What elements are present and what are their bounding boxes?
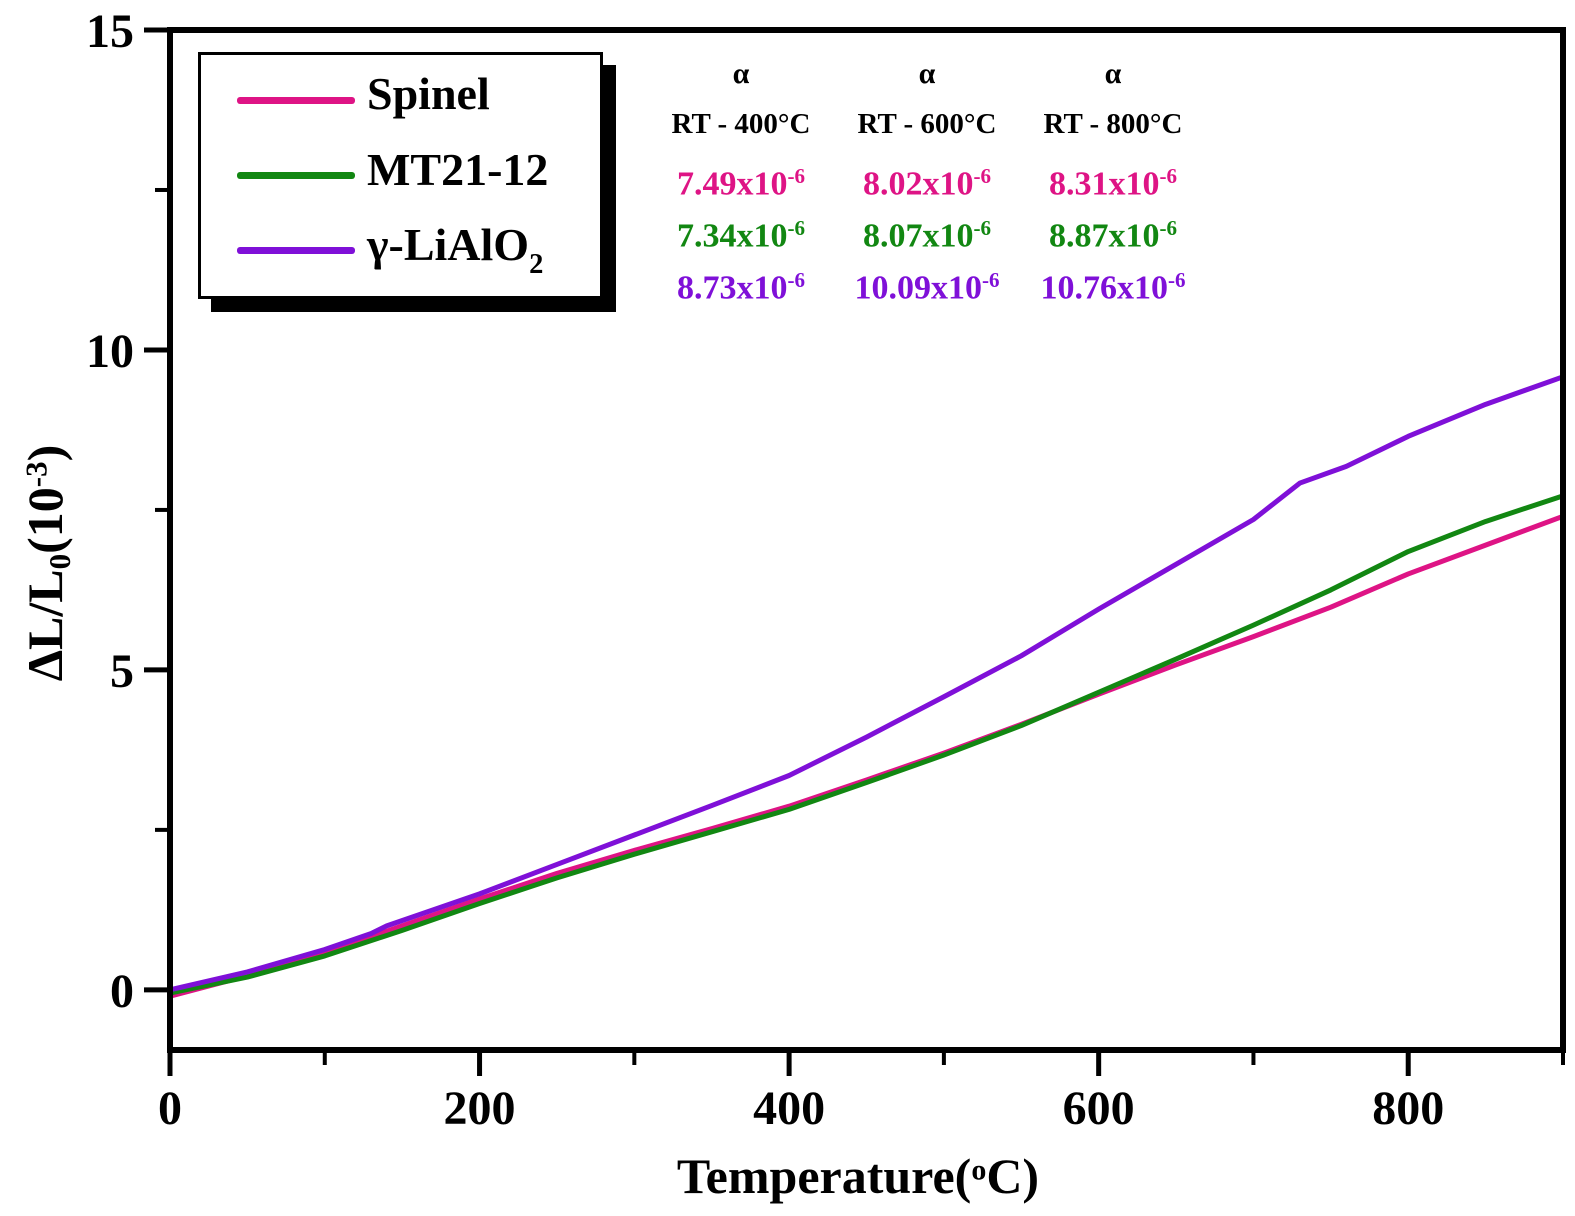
y-tick-label: 15 — [86, 5, 134, 58]
legend-item-mt21-12: MT21-12 — [237, 143, 600, 204]
y-axis-title-sup: -3 — [18, 461, 54, 488]
series-line-MT21-12 — [167, 493, 1566, 996]
x-axis-title: Temperature(oC) — [677, 1147, 1039, 1205]
alpha-value-lialo2-rt800: 10.76x10-6 — [1020, 254, 1206, 307]
alpha-value-lialo2-rt600: 10.09x10-6 — [834, 254, 1020, 307]
alpha-value-mantissa: 10.09x10 — [854, 269, 982, 307]
x-tick-label: 800 — [1372, 1082, 1444, 1135]
x-tick-label: 200 — [444, 1082, 516, 1135]
series-line-γ-LiAlO2 — [167, 374, 1566, 993]
alpha-value-exponent: -6 — [787, 216, 806, 240]
alpha-range-header-rt400: RT - 400°C — [671, 108, 811, 140]
x-axis-title-post: C) — [986, 1148, 1040, 1204]
x-tick-label: 400 — [753, 1082, 825, 1135]
alpha-value-exponent: -6 — [787, 268, 806, 292]
legend: Spinel MT21-12 γ-LiAlO2 — [198, 52, 603, 299]
y-tick-label: 5 — [110, 645, 134, 698]
y-tick-label: 10 — [86, 325, 134, 378]
legend-item-lialo2: γ-LiAlO2 — [237, 222, 600, 279]
y-axis-title-pre: ΔL/L — [17, 569, 74, 682]
legend-label-lialo2: γ-LiAlO2 — [367, 222, 543, 279]
legend-line-swatch-lialo2 — [237, 247, 355, 255]
alpha-value-mt21-12-rt600: 8.07x10-6 — [834, 202, 1020, 255]
legend-label-text: γ-LiAlO — [367, 219, 530, 271]
y-axis-title-mid: (10 — [17, 487, 74, 554]
alpha-range-header-rt600: RT - 600°C — [857, 108, 997, 140]
alpha-value-exponent: -6 — [787, 164, 806, 188]
alpha-value-mantissa: 8.31x10 — [1048, 165, 1160, 203]
legend-label-text: MT21-12 — [367, 143, 549, 195]
alpha-value-mantissa: 8.73x10 — [676, 269, 788, 307]
alpha-range-header-rt800: RT - 800°C — [1043, 108, 1183, 140]
alpha-value-mantissa: 8.02x10 — [862, 165, 974, 203]
alpha-value-mantissa: 7.34x10 — [676, 217, 788, 255]
alpha-value-spinel-rt600: 8.02x10-6 — [834, 150, 1020, 203]
x-axis-title-pre: Temperature( — [676, 1148, 972, 1204]
alpha-value-mantissa: 8.87x10 — [1048, 217, 1160, 255]
alpha-value-spinel-rt400: 7.49x10-6 — [648, 150, 834, 203]
series-line-Spinel — [167, 513, 1566, 999]
alpha-value-exponent: -6 — [973, 164, 992, 188]
alpha-value-mantissa: 7.49x10 — [676, 165, 788, 203]
legend-line-swatch-spinel — [237, 96, 355, 104]
legend-label-subscript: 2 — [529, 249, 544, 280]
alpha-value-exponent: -6 — [1167, 268, 1186, 292]
legend-label-spinel: Spinel — [367, 71, 490, 128]
plot-frame — [167, 27, 1566, 1053]
alpha-symbol: α — [1104, 57, 1122, 90]
alpha-value-exponent: -6 — [1159, 164, 1178, 188]
alpha-value-spinel-rt800: 8.31x10-6 — [1020, 150, 1206, 203]
alpha-symbol: α — [732, 57, 750, 90]
alpha-value-mt21-12-rt800: 8.87x10-6 — [1020, 202, 1206, 255]
y-axis-title-sub: 0 — [41, 553, 77, 570]
y-axis-title-post: ) — [17, 444, 74, 462]
degree-symbol: o — [971, 1153, 987, 1187]
x-tick-label: 600 — [1063, 1082, 1135, 1135]
legend-label-mt21-12: MT21-12 — [367, 143, 549, 204]
y-axis-title: ΔL/L0(10-3) — [16, 445, 78, 682]
y-tick-label: 0 — [110, 965, 134, 1018]
legend-label-text: Spinel — [367, 68, 490, 120]
alpha-value-mantissa: 10.76x10 — [1040, 269, 1168, 307]
alpha-value-exponent: -6 — [973, 216, 992, 240]
alpha-value-mt21-12-rt400: 7.34x10-6 — [648, 202, 834, 255]
legend-line-swatch-mt21-12 — [237, 172, 355, 179]
alpha-value-mantissa: 8.07x10 — [862, 217, 974, 255]
x-tick-label: 0 — [158, 1082, 182, 1135]
alpha-value-exponent: -6 — [981, 268, 1000, 292]
legend-item-spinel: Spinel — [237, 71, 600, 128]
alpha-value-exponent: -6 — [1159, 216, 1178, 240]
alpha-value-lialo2-rt400: 8.73x10-6 — [648, 254, 834, 307]
alpha-symbol: α — [918, 57, 936, 90]
alpha-table: α α α RT - 400°C RT - 600°C RT - 800°C 7… — [648, 50, 1206, 307]
